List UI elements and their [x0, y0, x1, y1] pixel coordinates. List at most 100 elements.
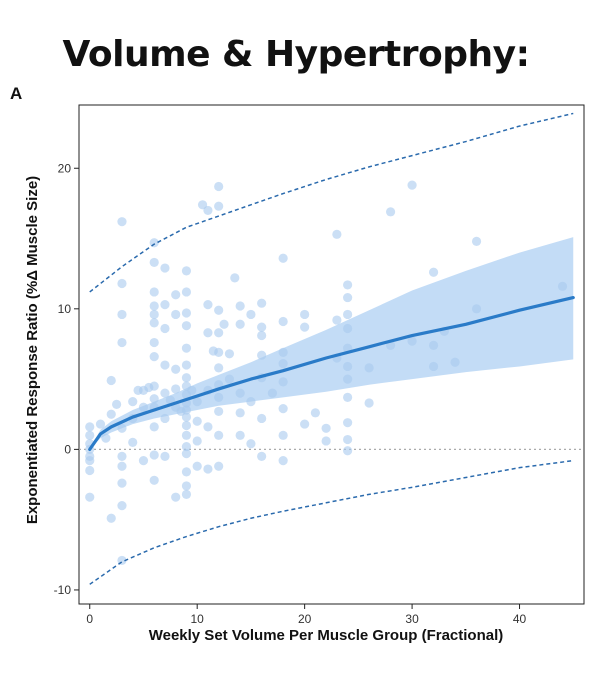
- scatter-point: [181, 287, 192, 297]
- scatter-point: [160, 360, 170, 370]
- y-axis-label: Exponentiated Response Ratio (%Δ Muscle …: [24, 176, 41, 524]
- scatter-point: [192, 461, 202, 471]
- scatter-point: [85, 456, 95, 466]
- scatter-point: [321, 436, 331, 446]
- scatter-point: [203, 422, 213, 432]
- axes-layer: 0 10 20 30 40 -10 0 10 20: [54, 161, 527, 626]
- scatter-point: [321, 423, 331, 433]
- chart-title: Volume & Hypertrophy:: [62, 34, 530, 75]
- scatter-point: [214, 392, 224, 402]
- plot-frame: [78, 104, 585, 605]
- scatter-point: [343, 374, 353, 384]
- scatter-point: [300, 322, 310, 332]
- prediction-interval-layer: [89, 112, 574, 585]
- scatter-point: [85, 492, 95, 502]
- scatter-point: [235, 301, 245, 311]
- scatter-point: [257, 330, 267, 341]
- scatter-point: [101, 433, 111, 443]
- scatter-point: [181, 343, 192, 353]
- scatter-point: [343, 309, 353, 320]
- scatter-point: [149, 352, 159, 362]
- scatter-point: [149, 309, 159, 320]
- scatter-point: [343, 292, 353, 303]
- scatter-point: [332, 229, 342, 239]
- scatter-point: [160, 451, 170, 462]
- y-tick-label: 10: [58, 302, 72, 316]
- scatter-point: [138, 456, 149, 466]
- panel-letter: A: [10, 84, 23, 103]
- scatter-point: [181, 489, 192, 499]
- scatter-point: [106, 409, 116, 419]
- confidence-band: [89, 237, 574, 450]
- scatter-point: [149, 301, 159, 311]
- scatter-point: [160, 388, 170, 398]
- scatter-point: [343, 361, 353, 372]
- scatter-point: [450, 357, 460, 367]
- scatter-point: [85, 465, 95, 476]
- scatter-point: [117, 451, 127, 462]
- scatter-point: [181, 430, 192, 440]
- scatter-point: [267, 388, 278, 398]
- scatter-point: [149, 238, 159, 248]
- confidence-band-layer: [89, 237, 574, 450]
- scatter-point: [149, 422, 159, 432]
- scatter-point: [149, 287, 159, 297]
- scatter-point: [181, 420, 192, 431]
- scatter-point: [214, 201, 224, 211]
- y-tick-label: 0: [64, 442, 71, 456]
- scatter-point: [257, 322, 267, 332]
- scatter-point: [214, 430, 224, 440]
- scatter-point: [214, 305, 224, 315]
- scatter-points-layer: [85, 180, 568, 566]
- scatter-point: [117, 217, 127, 227]
- scatter-point: [187, 385, 197, 395]
- scatter-point: [278, 253, 288, 263]
- scatter-point: [117, 478, 127, 488]
- scatter-point: [106, 375, 116, 386]
- scatter-point: [471, 236, 482, 246]
- scatter-point: [181, 321, 192, 331]
- y-tick-label: 20: [58, 161, 72, 175]
- scatter-point: [203, 328, 213, 338]
- scatter-point: [343, 418, 353, 428]
- scatter-point: [230, 273, 240, 283]
- fit-line-layer: [88, 295, 575, 451]
- scatter-point: [128, 437, 138, 447]
- scatter-point: [278, 430, 288, 440]
- scatter-point: [364, 363, 374, 373]
- scatter-point: [149, 394, 159, 404]
- scatter-point: [278, 456, 288, 466]
- fit-line: [88, 295, 575, 451]
- scatter-point: [214, 406, 224, 417]
- scatter-point: [149, 318, 159, 328]
- prediction-interval-upper: [89, 112, 574, 293]
- scatter-point: [181, 266, 192, 276]
- x-tick-label: 40: [513, 612, 527, 626]
- scatter-point: [300, 419, 310, 429]
- scatter-point: [214, 181, 224, 192]
- scatter-point: [428, 267, 439, 277]
- scatter-point: [278, 377, 288, 387]
- scatter-point: [278, 404, 288, 414]
- scatter-point: [160, 263, 170, 273]
- scatter-point: [235, 408, 245, 418]
- scatter-point: [138, 402, 149, 412]
- scatter-point: [128, 396, 138, 407]
- scatter-point: [203, 205, 213, 216]
- scatter-point: [214, 328, 224, 338]
- scatter-point: [149, 381, 159, 391]
- scatter-point: [149, 257, 159, 268]
- scatter-point: [343, 434, 353, 445]
- scatter-point: [117, 337, 127, 348]
- scatter-point: [343, 280, 353, 290]
- scatter-point: [407, 180, 417, 190]
- scatter-point: [106, 513, 116, 523]
- scatter-point: [192, 436, 202, 446]
- scatter-point: [224, 349, 235, 359]
- scatter-point: [117, 501, 127, 511]
- scatter-point: [181, 360, 192, 370]
- scatter-point: [160, 300, 170, 310]
- scatter-point: [149, 337, 159, 348]
- scatter-point: [181, 308, 192, 318]
